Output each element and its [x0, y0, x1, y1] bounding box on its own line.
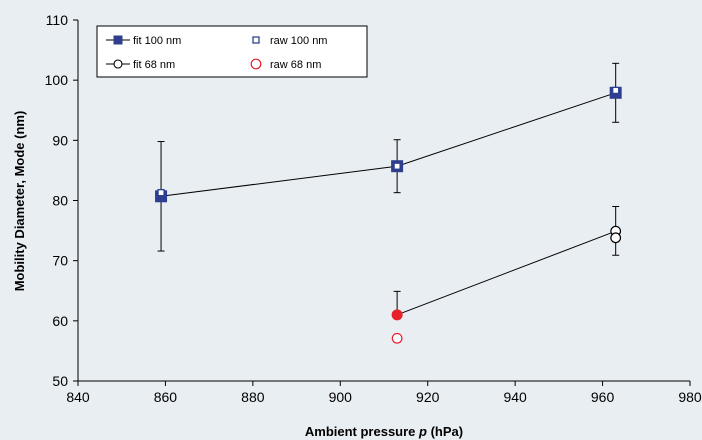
x-tick-label: 840 [66, 389, 90, 405]
marker-raw-100-nm [157, 189, 165, 197]
x-tick-label: 880 [241, 389, 265, 405]
x-tick-label: 860 [154, 389, 178, 405]
legend-item-raw-68-nm: raw 68 nm [250, 58, 321, 71]
y-tick-label: 70 [52, 253, 68, 269]
marker-raw-68-nm [610, 232, 622, 244]
legend-marker [113, 59, 123, 69]
legend-item-fit-68-nm: fit 68 nm [106, 59, 175, 71]
legend-marker [252, 36, 260, 44]
legend-label: fit 100 nm [133, 35, 181, 47]
x-axis-title: Ambient pressure p (hPa) [305, 424, 463, 439]
x-tick-label: 960 [591, 389, 615, 405]
x-tick-label: 940 [503, 389, 527, 405]
series-line-fit-100-nm [160, 92, 616, 197]
data-markers [155, 86, 622, 344]
y-tick-label: 110 [46, 12, 69, 28]
x-tick-label: 920 [416, 389, 440, 405]
legend-marker [113, 35, 123, 45]
axes [77, 20, 690, 382]
legend-item-fit-100-nm: fit 100 nm [106, 35, 181, 47]
legend-label: fit 68 nm [133, 59, 175, 71]
series-line-fit-68-nm [396, 230, 616, 316]
series-lines [160, 92, 616, 316]
legend-label: raw 100 nm [270, 35, 327, 47]
legend-marker [250, 58, 262, 70]
marker-raw-100-nm [393, 162, 401, 170]
y-tick-label: 90 [52, 132, 68, 148]
x-tick-label: 900 [329, 389, 353, 405]
x-tick-label: 980 [678, 389, 702, 405]
y-axis-title: Mobility Diameter, Mode (nm) [12, 111, 27, 292]
y-tick-label: 60 [52, 313, 68, 329]
ticks [73, 19, 691, 386]
tick-labels: 840 860 880 900 920 940 960 980 50 60 70 80 90 100 110 [45, 12, 702, 405]
y-tick-label: 50 [52, 373, 68, 389]
marker-raw-100-nm [612, 86, 620, 95]
legend: fit 100 nm raw 100 nm fit 68 nm raw 68 nm [96, 25, 368, 78]
y-tick-label: 100 [45, 72, 69, 88]
marker-fit-68-nm [391, 309, 403, 321]
legend-label: raw 68 nm [270, 59, 321, 71]
legend-item-raw-100-nm: raw 100 nm [252, 35, 327, 47]
error-bars [157, 62, 620, 316]
legend-box [96, 25, 368, 78]
marker-raw-68-nm [391, 332, 403, 344]
y-tick-label: 80 [52, 193, 68, 209]
